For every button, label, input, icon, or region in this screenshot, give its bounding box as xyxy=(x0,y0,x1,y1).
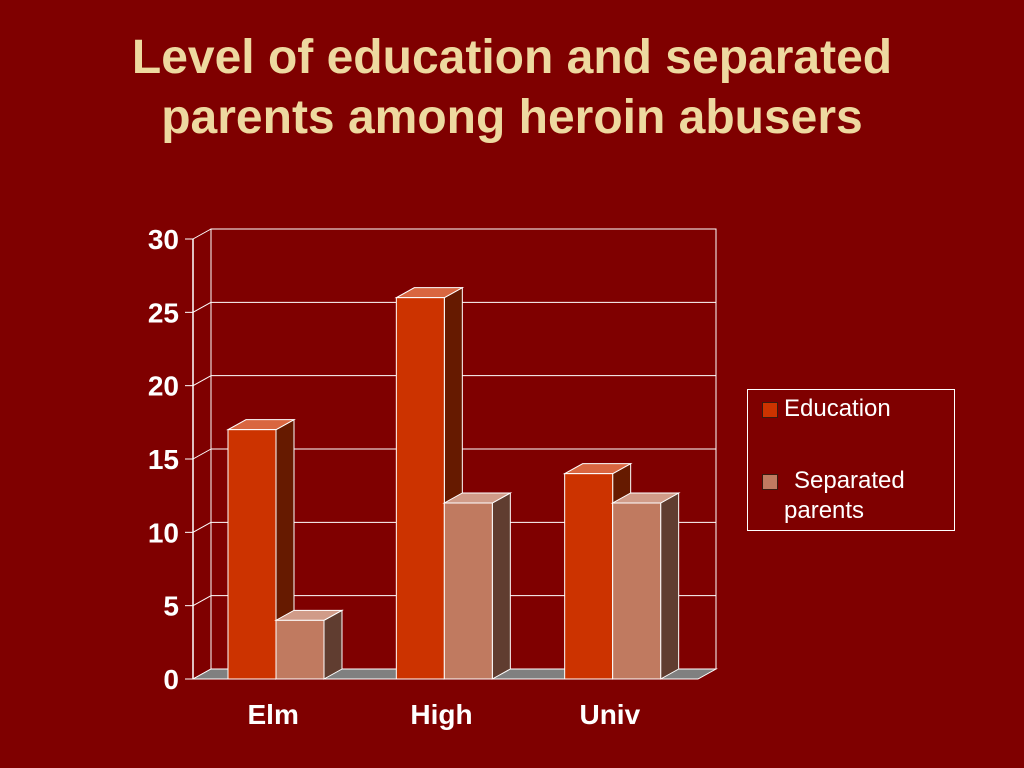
side-wall-tick-20 xyxy=(192,375,212,387)
slide-title: Level of education and separated parents… xyxy=(0,28,1024,148)
legend-item-education: Education xyxy=(762,394,949,424)
bar-side-face xyxy=(660,492,680,680)
y-tick-labels: 0 5 10 15 20 25 30 xyxy=(148,224,179,695)
y-tick-label-0: 0 xyxy=(163,664,179,695)
y-tick-label-15: 15 xyxy=(148,444,179,475)
bar-front-face xyxy=(227,429,277,680)
chart-bars xyxy=(226,286,681,680)
legend-label-education: Education xyxy=(784,395,891,422)
bar-separated-parents-elm xyxy=(274,609,344,680)
x-category-labels: Elm High Univ xyxy=(247,699,640,730)
x-category-label-high: High xyxy=(410,699,472,730)
y-tick-label-25: 25 xyxy=(148,297,179,328)
bar-separated-parents-high xyxy=(442,492,513,680)
bar-front-face xyxy=(564,473,614,680)
bar-front-face xyxy=(275,619,325,680)
slide-title-line-2: parents among heroin abusers xyxy=(161,91,863,144)
bar-front-face xyxy=(612,502,662,680)
legend-item-separated-parents: Separated parents xyxy=(762,466,949,526)
side-wall-tick-5 xyxy=(192,595,212,607)
legend-swatch-education xyxy=(762,402,778,418)
legend-label-separated-parents: Separated parents xyxy=(784,467,905,524)
bar-side-face xyxy=(491,492,511,680)
legend-swatch-separated-parents xyxy=(762,474,778,490)
side-wall-tick-25 xyxy=(192,301,212,313)
slide-title-line-1: Level of education and separated xyxy=(131,31,893,84)
bar-side-face xyxy=(323,609,343,680)
side-wall-tick-15 xyxy=(192,448,212,460)
side-wall-tick-10 xyxy=(192,521,212,533)
bar-education-elm xyxy=(226,418,296,680)
y-tick-label-5: 5 xyxy=(163,591,179,622)
x-category-label-elm: Elm xyxy=(247,699,298,730)
legend: Education Separated parents xyxy=(747,389,955,531)
bar-separated-parents-univ xyxy=(610,492,681,680)
bar-front-face xyxy=(443,502,493,680)
y-tick-label-20: 20 xyxy=(148,371,179,402)
y-tick-label-10: 10 xyxy=(148,517,179,548)
bar-front-face xyxy=(395,297,445,680)
x-category-label-univ: Univ xyxy=(579,699,640,730)
side-wall-tick-30 xyxy=(192,228,212,240)
y-tick-label-30: 30 xyxy=(148,224,179,255)
